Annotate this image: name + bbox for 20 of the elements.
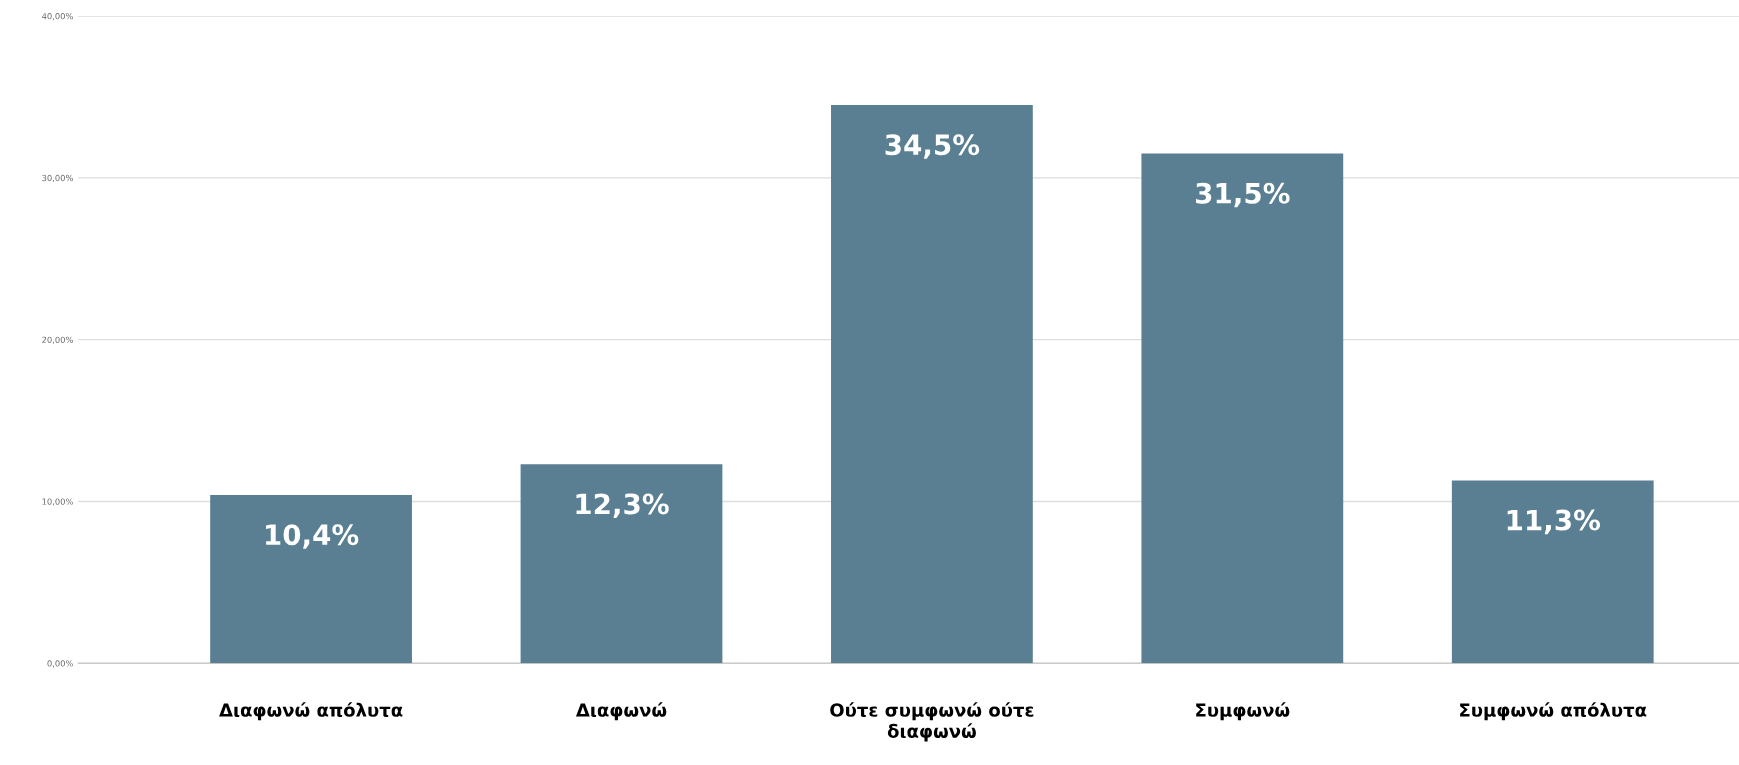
bar: [1141, 153, 1344, 664]
x-tick-label: Διαφωνώ: [575, 702, 667, 721]
data-label: 31,5%: [1196, 182, 1290, 208]
x-tick-label: Συμφωνώ απόλυτα: [1460, 702, 1647, 721]
y-tick-label: 30,00%: [42, 174, 73, 182]
y-tick-label: 0,00%: [47, 660, 73, 668]
bar: [210, 494, 412, 664]
x-tick-label: Συμφωνώ: [1196, 702, 1290, 721]
y-tick-label: 10,00%: [42, 498, 73, 506]
bar: [831, 105, 1033, 664]
bar: [1451, 480, 1654, 664]
y-tick-label: 20,00%: [42, 336, 73, 344]
x-tick-label: Ούτε συμφωνώ ούτε διαφωνώ: [830, 702, 1034, 742]
data-label: 10,4%: [266, 524, 359, 549]
data-label: 11,3%: [1507, 509, 1601, 535]
data-label: 12,3%: [576, 493, 669, 518]
data-label: 34,5%: [885, 134, 980, 159]
bar: [520, 464, 723, 664]
x-tick-label: Διαφωνώ απόλυτα: [219, 702, 403, 721]
y-tick-label: 40,00%: [42, 13, 73, 21]
